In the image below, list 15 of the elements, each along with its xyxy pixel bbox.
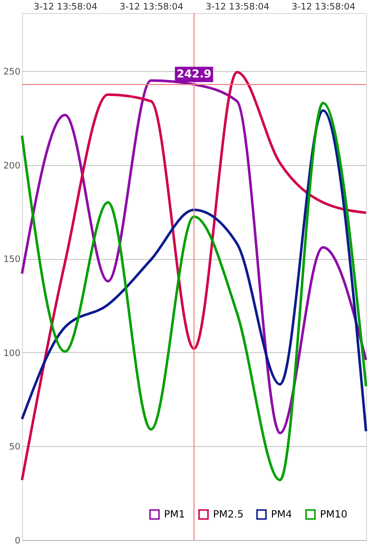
x-tick-label: 3-12 13:58:04 (34, 2, 98, 12)
annotation: 242.9 (176, 67, 212, 80)
legend-label: PM2.5 (213, 510, 244, 521)
y-tick-label: 150 (3, 255, 21, 266)
x-tick-label: 3-12 13:58:04 (120, 2, 184, 12)
legend-label: PM10 (320, 510, 348, 521)
legend-label: PM4 (271, 510, 292, 521)
y-tick-label: 50 (9, 442, 21, 453)
y-tick-label: 100 (3, 348, 21, 359)
y-tick-label: 250 (3, 68, 21, 78)
y-tick-label: 0 (14, 536, 21, 546)
legend-label: PM1 (164, 510, 186, 521)
x-tick-label: 3-12 13:58:04 (206, 2, 270, 12)
y-tick-label: 200 (3, 161, 21, 172)
x-tick-label: 3-12 13:58:04 (292, 2, 356, 12)
